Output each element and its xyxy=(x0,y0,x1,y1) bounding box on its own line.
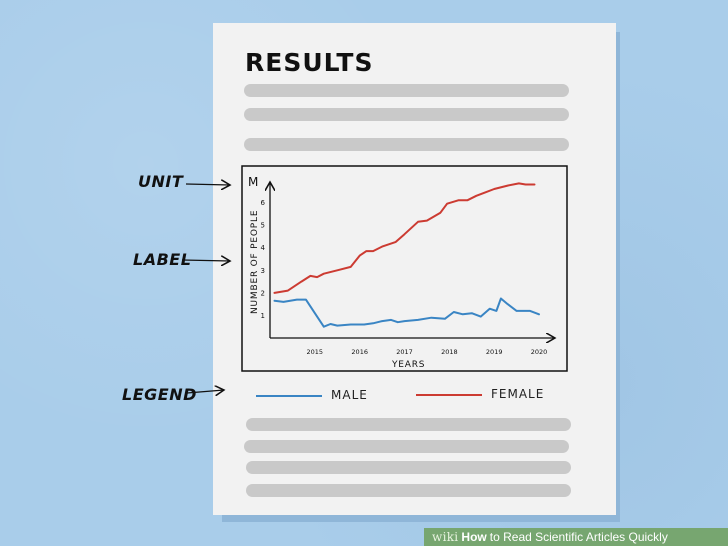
unit-arrow xyxy=(185,184,230,185)
caption-how: How xyxy=(461,530,487,544)
y-tick-label: 4 xyxy=(261,244,266,252)
series-line-female xyxy=(273,182,536,294)
y-tick-label: 2 xyxy=(261,289,265,297)
x-tick-label: 2017 xyxy=(396,348,413,356)
text-line xyxy=(244,440,569,453)
y-tick-label: 3 xyxy=(261,267,265,275)
unit-label: M xyxy=(248,175,258,189)
label-annotation: LABEL xyxy=(133,250,192,269)
text-line xyxy=(244,138,569,151)
x-tick-label: 2018 xyxy=(441,348,458,356)
x-tick-label: 2016 xyxy=(351,348,368,356)
legend-annotation: LEGEND xyxy=(122,385,197,404)
text-line xyxy=(244,84,569,97)
legend-label-male: MALE xyxy=(331,388,368,402)
paper-sheet xyxy=(213,23,616,515)
y-tick-label: 5 xyxy=(261,222,265,230)
x-tick-label: 2015 xyxy=(307,348,324,356)
results-heading: RESULTS xyxy=(245,48,374,77)
x-axis-label: YEARS xyxy=(391,360,425,370)
legend-arrow xyxy=(186,390,224,393)
unit-annotation: UNIT xyxy=(138,172,184,191)
label-arrow xyxy=(181,260,230,261)
caption-rest: to Read Scientific Articles Quickly xyxy=(489,530,668,544)
y-tick-label: 1 xyxy=(261,312,265,320)
x-tick-label: 2019 xyxy=(486,348,503,356)
wikihow-caption: wiki How to Read Scientific Articles Qui… xyxy=(424,528,728,546)
text-line xyxy=(246,484,571,497)
text-line xyxy=(244,108,569,121)
x-tick-label: 2020 xyxy=(531,348,548,356)
series-line-male xyxy=(273,297,540,328)
y-tick-label: 6 xyxy=(261,199,266,207)
text-line xyxy=(246,418,571,431)
legend-label-female: FEMALE xyxy=(491,387,545,401)
y-axis-label: NUMBER OF PEOPLE xyxy=(250,210,260,314)
caption-wiki: wiki xyxy=(432,530,459,544)
text-line xyxy=(246,461,571,474)
chart-frame xyxy=(241,165,568,372)
